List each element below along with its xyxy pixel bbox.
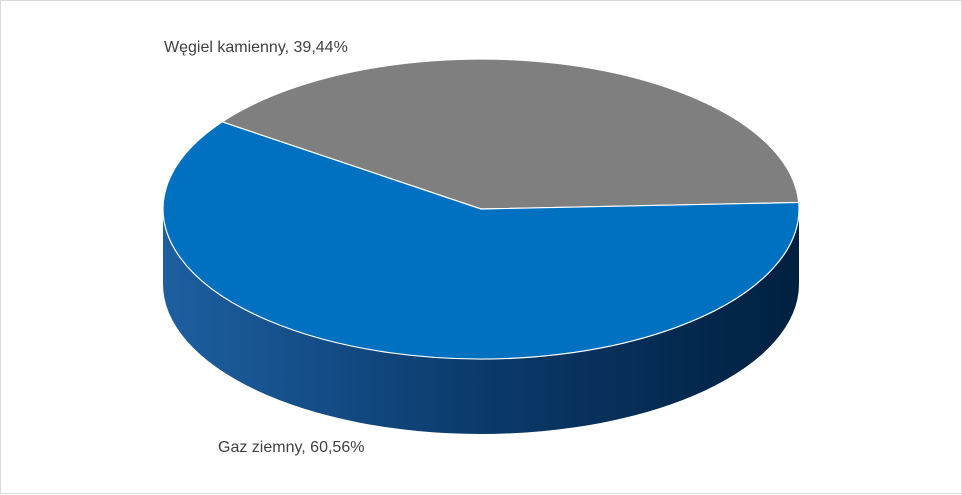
pie-slice-0 — [220, 58, 800, 210]
pie-side-1 — [163, 209, 799, 434]
data-label-wegiel-kamienny: Węgiel kamienny, 39,44% — [164, 39, 348, 56]
data-label-gaz-ziemny: Gaz ziemny, 60,56% — [218, 439, 364, 456]
pie-slice-1 — [162, 121, 800, 360]
